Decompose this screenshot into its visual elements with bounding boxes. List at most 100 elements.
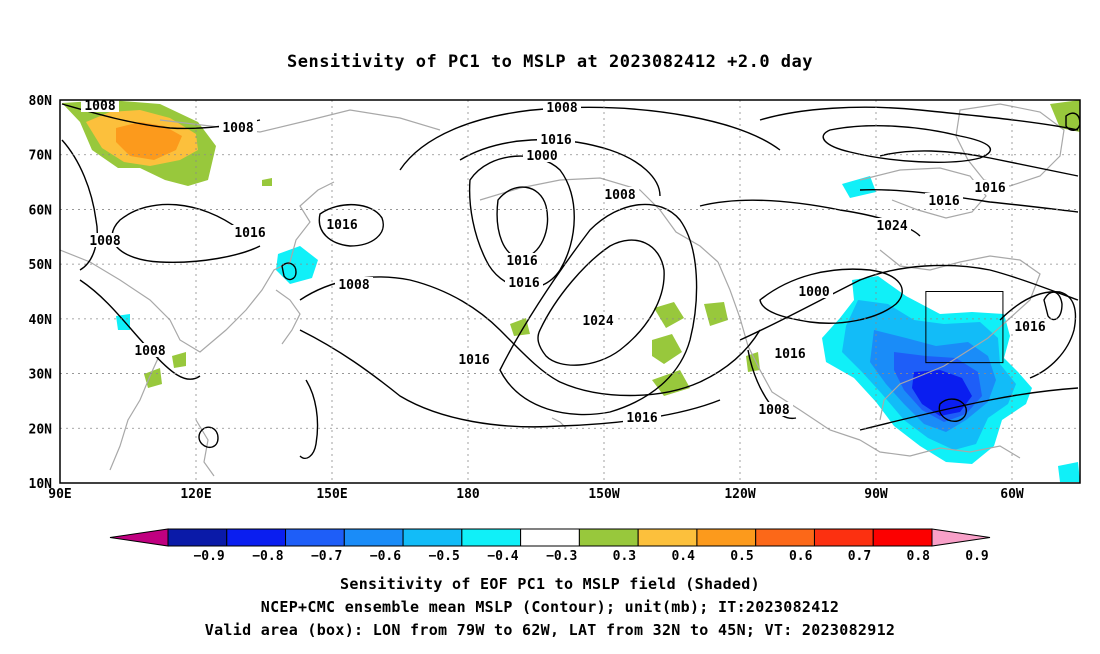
shade-positive-green-patch <box>144 368 162 388</box>
coastlines <box>60 103 1065 477</box>
contour-label: 1008 <box>131 343 169 359</box>
colorbar-label: −0.3 <box>546 549 577 564</box>
lon-tick-label: 120W <box>724 487 755 502</box>
svg-text:1008: 1008 <box>546 101 577 116</box>
shade-positive-green-arctic-east <box>1050 100 1080 132</box>
contour-labels: 1008 1008 1008 1008 1016 1016 1008 1016 1016 1016… <box>81 99 1049 426</box>
colorbar-box <box>578 528 639 547</box>
contour-label: 1016 <box>1011 319 1049 335</box>
figure-title: Sensitivity of PC1 to MSLP at 2023082412… <box>287 52 813 72</box>
colorbar-label: 0.6 <box>789 549 813 564</box>
longitude-tick-labels: 90E 120E 150E 180 150W 120W 90W 60W <box>48 487 1024 502</box>
contour-label: 1016 <box>323 217 361 233</box>
contour-label: 1016 <box>971 180 1009 196</box>
mslp-contours <box>61 103 1080 460</box>
svg-text:1008: 1008 <box>84 99 115 114</box>
colorbar-box <box>520 528 580 547</box>
contour-label: 1016 <box>925 193 963 209</box>
colorbar <box>109 528 991 547</box>
contour-label: 1008 <box>755 402 793 418</box>
lat-tick-label: 50N <box>29 258 53 273</box>
colorbar-box <box>167 528 228 547</box>
colorbar-right-arrow <box>931 528 991 547</box>
isobar-1008-siberia-west <box>61 139 98 271</box>
svg-text:1008: 1008 <box>222 121 253 136</box>
colorbar-label: −0.4 <box>487 549 518 564</box>
isobar-1008-west-pacific <box>318 203 384 247</box>
colorbar-labels: −0.9 −0.8 −0.7 −0.6 −0.5 −0.4 −0.3 0.3 0.4 0.5 0.6… <box>193 549 988 564</box>
contour-label: 1016 <box>623 410 661 426</box>
isobar-1016-arctic-canada-inner <box>822 125 992 163</box>
colorbar-box <box>637 528 698 547</box>
lat-lon-grid <box>60 100 1080 483</box>
svg-text:1008: 1008 <box>89 234 120 249</box>
isobar-1016-caribbean <box>859 387 1079 431</box>
contour-label: 1008 <box>543 100 581 116</box>
isobar-1016-central-pacific <box>299 379 319 460</box>
colorbar-label: −0.5 <box>429 549 460 564</box>
isobar-1016-aleutian-outer <box>459 139 661 197</box>
colorbar-label: 0.4 <box>671 549 695 564</box>
shade-positive-green-patch <box>652 334 682 364</box>
svg-text:1008: 1008 <box>604 188 635 203</box>
coastline-gulf-caribbean <box>859 439 1021 459</box>
isobar-1016-pacific-high-outer <box>499 203 698 416</box>
colorbar-label: 0.7 <box>848 549 871 564</box>
footer-line-3: Valid area (box): LON from 79W to 62W, L… <box>205 621 895 639</box>
isobar-1024-pacific-high <box>537 239 665 366</box>
colorbar-left-arrow <box>109 528 169 547</box>
contour-label: 1000 <box>523 148 561 164</box>
coastline-asia <box>60 181 335 353</box>
svg-text:1024: 1024 <box>876 219 907 234</box>
svg-text:1016: 1016 <box>974 181 1005 196</box>
colorbar-label: 0.9 <box>965 549 988 564</box>
map-frame <box>59 99 1081 484</box>
contour-label: 1008 <box>601 187 639 203</box>
footer-line-1: Sensitivity of EOF PC1 to MSLP field (Sh… <box>340 575 760 593</box>
valid-area-box <box>925 291 1004 364</box>
lon-tick-label: 90W <box>864 487 888 502</box>
svg-text:1016: 1016 <box>508 276 539 291</box>
contour-label: 1016 <box>503 253 541 269</box>
contour-label: 1024 <box>579 313 617 329</box>
colorbar-box <box>461 528 522 547</box>
svg-text:1024: 1024 <box>582 314 613 329</box>
isobar-closed-japan <box>281 262 297 281</box>
lat-tick-label: 20N <box>29 422 53 437</box>
lat-tick-label: 60N <box>29 203 53 218</box>
shade-positive-green-patch <box>510 318 530 336</box>
colorbar-box <box>813 528 874 547</box>
svg-text:1008: 1008 <box>134 344 165 359</box>
isobar-closed-atlantic-low <box>938 398 967 422</box>
contour-label: 1000 <box>795 284 833 300</box>
coastline-greenland <box>955 103 1065 187</box>
isobar-1016-north-pacific <box>299 276 761 397</box>
colorbar-label: 0.8 <box>907 549 931 564</box>
map-panel: 1008 1008 1008 1008 1016 1016 1008 1016 1016 1016… <box>59 99 1081 484</box>
svg-text:1016: 1016 <box>540 133 571 148</box>
contour-label: 1008 <box>81 99 119 114</box>
colorbar-box <box>402 528 463 547</box>
shade-positive-green-patch <box>262 178 272 186</box>
isobar-1016-atlantic <box>999 291 1077 379</box>
shade-positive-darkorange-siberia <box>116 122 182 160</box>
isobar-1008-greenland <box>859 189 1079 213</box>
shade-positive-green-patch <box>172 352 186 368</box>
latitude-tick-labels: 10N 20N 30N 40N 50N 60N 70N 80N <box>29 94 53 492</box>
shade-positive-green-patch <box>654 302 684 328</box>
lon-tick-label: 150E <box>316 487 347 502</box>
svg-text:1016: 1016 <box>774 347 805 362</box>
lon-tick-label: 120E <box>180 487 211 502</box>
contour-label: 1016 <box>455 352 493 368</box>
lat-tick-label: 70N <box>29 149 53 164</box>
lon-tick-label: 90E <box>48 487 71 502</box>
lon-tick-label: 60W <box>1000 487 1024 502</box>
svg-text:1016: 1016 <box>928 194 959 209</box>
coastline-hudson-bay <box>859 167 987 219</box>
coastline-alaska <box>479 177 719 263</box>
shade-negative-cyan-patch <box>1058 462 1080 482</box>
isobar-closed-west-pacific <box>198 426 219 449</box>
coastline-arctic-siberia <box>159 109 441 133</box>
lat-tick-label: 40N <box>29 313 53 328</box>
